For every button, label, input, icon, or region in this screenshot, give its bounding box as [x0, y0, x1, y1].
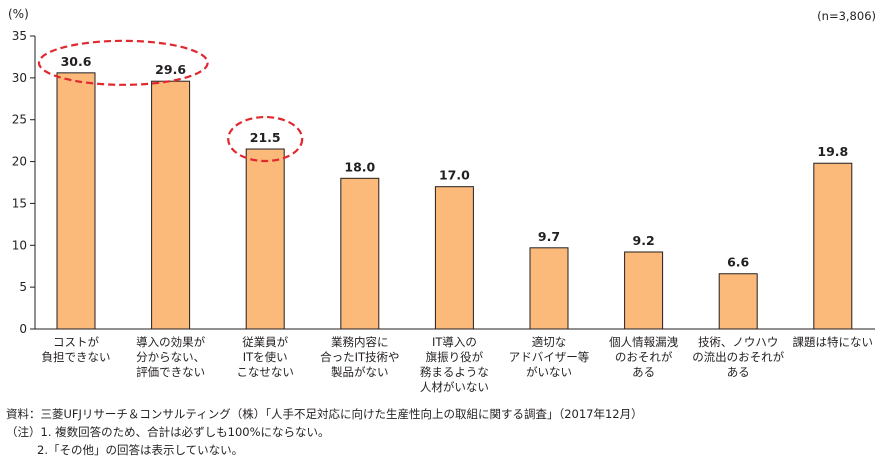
- category-label: 導入の効果が分からない、評価できない: [136, 335, 205, 379]
- bar-value-label: 9.2: [633, 233, 655, 248]
- bars: [56, 72, 853, 330]
- bar: [56, 72, 96, 330]
- category-label: 業務内容に合ったIT技術や製品がない: [320, 335, 399, 379]
- bar: [529, 247, 569, 330]
- category-label: 適切なアドバイザー等がいない: [509, 335, 590, 379]
- y-tick-label: 5: [19, 280, 27, 294]
- bar: [813, 162, 853, 330]
- category-label: 技術、ノウハウの流出のおそれがある: [692, 335, 784, 379]
- bar-value-label: 19.8: [817, 144, 848, 159]
- category-label: 従業員が ITを使いこなせない: [236, 335, 294, 379]
- bar: [624, 251, 664, 330]
- category-label: 個人情報漏洩のおそれがある: [609, 335, 678, 379]
- category-label: IT導入の旗振り役が務まるような人材がいない: [420, 335, 489, 394]
- highlight-ellipse: [37, 39, 209, 86]
- bar: [340, 177, 380, 330]
- source-note: 資料：三菱UFJリサーチ＆コンサルティング（株）「人手不足対応に向けた生産性向上…: [6, 407, 643, 421]
- highlight-ellipse: [227, 115, 304, 163]
- bar: [434, 186, 474, 330]
- bar-value-label: 17.0: [439, 168, 470, 183]
- value-labels: 30.6 29.6 21.5 18.0 17.0 9.7 9.2 6.6 19.8: [61, 54, 849, 270]
- bar-chart: (%) (n=3,806) 0 5 10 15 20 25 30 35 30.6 29.6 21.…: [8, 7, 876, 394]
- sample-size-label: (n=3,806): [817, 9, 876, 23]
- y-tick-label: 15: [12, 196, 27, 210]
- bar: [718, 273, 758, 330]
- bar-value-label: 9.7: [538, 229, 560, 244]
- category-label: 課題は特にない: [793, 335, 874, 349]
- y-tick-label: 0: [19, 322, 27, 336]
- y-tick-label: 25: [12, 113, 27, 127]
- footnote-1: （注）1. 複数回答のため、合計は必ずしも100%にならない。: [6, 425, 330, 439]
- y-tick-label: 10: [12, 238, 27, 252]
- bar: [245, 148, 285, 330]
- y-axis-unit-label: (%): [8, 7, 29, 21]
- bar-value-label: 21.5: [250, 130, 281, 145]
- bar-value-label: 30.6: [61, 54, 92, 69]
- bar-value-label: 29.6: [155, 62, 186, 77]
- y-tick-label: 30: [12, 71, 27, 85]
- bar-value-label: 18.0: [344, 159, 375, 174]
- bar-value-label: 6.6: [727, 255, 749, 270]
- category-label: コストが負担できない: [42, 335, 111, 364]
- footnote-2: 2.「その他」の回答は表示していない。: [37, 443, 244, 457]
- y-tick-label: 35: [12, 29, 27, 43]
- highlight-ellipses: [37, 39, 304, 163]
- bar: [151, 80, 191, 330]
- y-tick-label: 20: [12, 155, 27, 169]
